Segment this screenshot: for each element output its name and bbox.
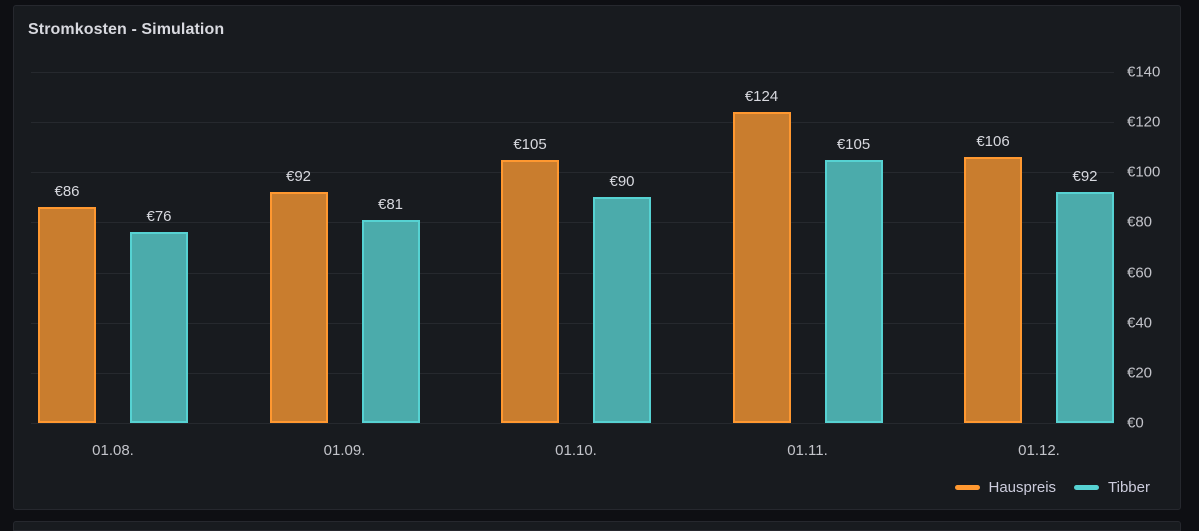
- bar-value-label: €105: [836, 135, 871, 153]
- x-axis-tick-label: 01.09.: [323, 442, 366, 459]
- gridline: [31, 172, 1114, 174]
- y-axis-tick-label: €20: [1127, 364, 1153, 382]
- bar-tibber-0108[interactable]: [130, 232, 188, 423]
- next-panel-top-edge: [13, 521, 1181, 531]
- bar-value-label: €105: [513, 135, 547, 153]
- gridline: [31, 72, 1114, 73]
- y-axis-tick-label: €80: [1127, 213, 1153, 231]
- bar-hauspreis-0109[interactable]: [269, 192, 328, 423]
- gridline: [31, 423, 1114, 424]
- bar-tibber-0110[interactable]: [593, 197, 651, 423]
- x-axis-tick-label: 01.10.: [555, 442, 597, 459]
- x-axis-tick-label: 01.08.: [92, 442, 134, 459]
- bar-value-label: €92: [285, 168, 312, 186]
- bar-value-label: €81: [377, 195, 404, 213]
- chart-panel: Stromkosten - Simulation €0 €20 €40 €60 €80 €…: [13, 5, 1181, 510]
- gridline: [31, 372, 1114, 374]
- panel-title[interactable]: Stromkosten - Simulation: [28, 21, 225, 38]
- bar-value-label: €76: [146, 208, 172, 226]
- gridline: [31, 272, 1114, 274]
- bar-hauspreis-0112[interactable]: [964, 157, 1022, 423]
- legend-label: Tibber: [1108, 479, 1150, 496]
- bar-hauspreis-0108[interactable]: [38, 207, 96, 423]
- y-axis-tick-label: €40: [1127, 314, 1153, 332]
- bar-value-label: €106: [976, 133, 1010, 151]
- bar-tibber-0109[interactable]: [361, 219, 420, 423]
- legend-swatch-icon: [1074, 485, 1100, 490]
- gridline: [31, 322, 1114, 324]
- bar-value-label: €124: [744, 88, 779, 106]
- bar-chart: €0 €20 €40 €60 €80 €100 €120 €140 €86 €76 01.08. €9…: [14, 6, 1180, 509]
- bar-tibber-0111[interactable]: [824, 159, 883, 423]
- legend-item-tibber[interactable]: Tibber: [1074, 479, 1150, 496]
- y-axis-tick-label: €0: [1127, 414, 1144, 432]
- y-axis-tick-label: €60: [1127, 264, 1153, 282]
- chart-legend: Hauspreis Tibber: [954, 479, 1150, 496]
- x-axis-tick-label: 01.12.: [1018, 442, 1060, 459]
- legend-label: Hauspreis: [988, 479, 1057, 496]
- legend-item-hauspreis[interactable]: Hauspreis: [954, 479, 1057, 496]
- bar-hauspreis-0111[interactable]: [732, 112, 791, 423]
- bar-tibber-0112[interactable]: [1056, 192, 1114, 423]
- y-axis-tick-label: €140: [1127, 63, 1161, 81]
- x-axis-tick-label: 01.11.: [787, 442, 828, 459]
- bar-hauspreis-0110[interactable]: [501, 159, 559, 423]
- legend-swatch-icon: [954, 485, 980, 490]
- gridline: [31, 122, 1114, 124]
- y-axis-tick-label: €120: [1127, 113, 1161, 131]
- bar-value-label: €86: [54, 183, 80, 201]
- bar-value-label: €92: [1072, 168, 1098, 186]
- gridline: [31, 222, 1114, 224]
- y-axis-tick-label: €100: [1127, 163, 1161, 181]
- bar-value-label: €90: [609, 173, 635, 191]
- panel-header: Stromkosten - Simulation: [28, 16, 224, 44]
